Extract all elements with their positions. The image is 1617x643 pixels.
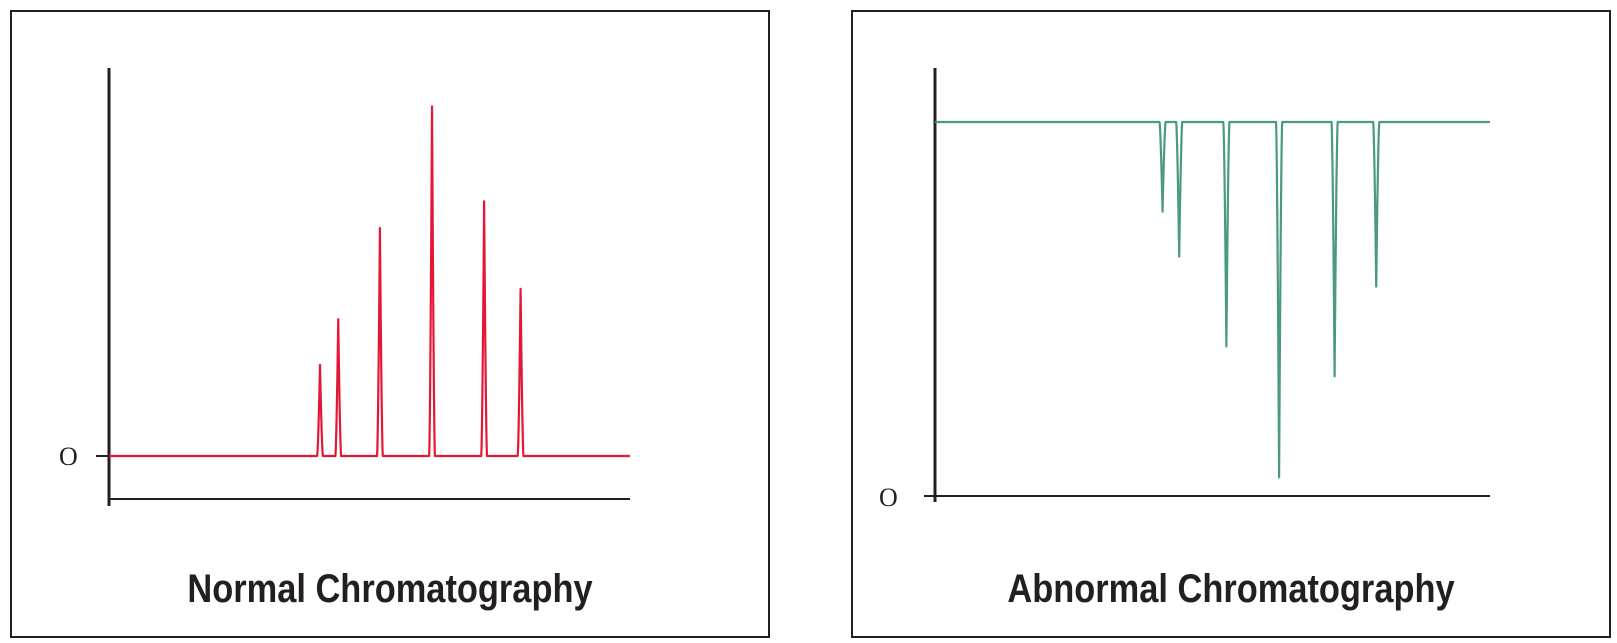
normal-signal-line (108, 105, 631, 458)
normal-chart-panel: O Normal Chromatography (10, 10, 770, 638)
abnormal-chart-panel: O Abnormal Chromatography (851, 10, 1611, 638)
abnormal-zero-label: O (879, 483, 898, 512)
abnormal-signal-line (934, 120, 1491, 479)
abnormal-chart-title: Abnormal Chromatography (1007, 567, 1455, 611)
normal-zero-label: O (59, 442, 78, 471)
abnormal-chart-svg: O (879, 68, 1491, 512)
normal-chart-title: Normal Chromatography (187, 567, 593, 611)
normal-chart-svg: O (59, 68, 631, 506)
